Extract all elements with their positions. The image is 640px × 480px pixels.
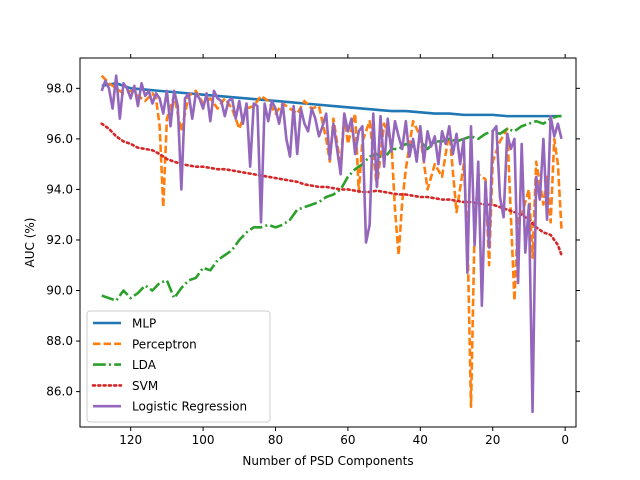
series-line-perceptron bbox=[100, 74, 563, 409]
legend: MLP Perceptron LDA SVM Logistic Regression bbox=[86, 310, 271, 423]
plot-area bbox=[100, 74, 563, 414]
series-line-mlp bbox=[101, 81, 562, 118]
plot-frame bbox=[79, 57, 577, 428]
x-tick-label: 40 bbox=[413, 433, 428, 447]
x-tick-label: 100 bbox=[192, 433, 215, 447]
x-tick-label: 0 bbox=[561, 433, 569, 447]
series-line-logistic-regression bbox=[100, 74, 563, 414]
y-tick-label: 94.0 bbox=[46, 182, 73, 196]
y-tick-label: 88.0 bbox=[46, 334, 73, 348]
legend-label: Logistic Regression bbox=[132, 400, 247, 414]
axis-ticks: 120 100 80 60 40 20 0 86.0 88.0 90.0 92.0 94.0 96.0 9… bbox=[46, 54, 580, 447]
x-tick-label: 80 bbox=[268, 433, 283, 447]
y-tick-label: 98.0 bbox=[46, 81, 73, 95]
legend-label: MLP bbox=[132, 317, 156, 331]
y-axis-label: AUC (%) bbox=[23, 218, 37, 268]
x-tick-label: 60 bbox=[340, 433, 355, 447]
series-line-lda bbox=[101, 114, 562, 302]
legend-label: LDA bbox=[132, 358, 157, 372]
y-tick-label: 96.0 bbox=[46, 132, 73, 146]
x-tick-label: 120 bbox=[119, 433, 142, 447]
legend-box bbox=[86, 310, 271, 423]
y-tick-label: 86.0 bbox=[46, 385, 73, 399]
y-tick-label: 90.0 bbox=[46, 284, 73, 298]
x-tick-label: 20 bbox=[485, 433, 500, 447]
series-line-svm bbox=[100, 122, 563, 257]
x-axis-label: Number of PSD Components bbox=[242, 454, 413, 468]
legend-label: Perceptron bbox=[132, 337, 197, 351]
legend-label: SVM bbox=[132, 379, 158, 393]
y-tick-label: 92.0 bbox=[46, 233, 73, 247]
